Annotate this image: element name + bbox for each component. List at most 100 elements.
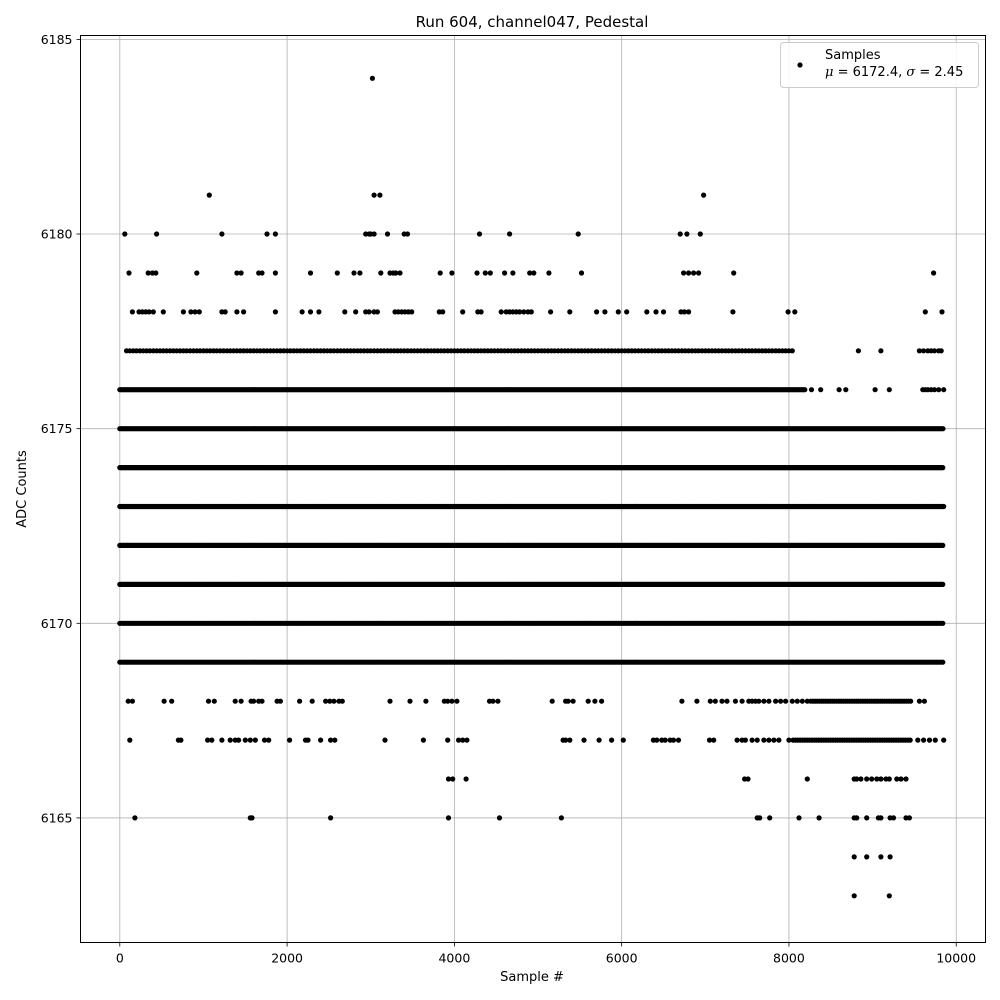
data-point	[940, 620, 946, 626]
data-point	[332, 737, 338, 743]
data-point	[851, 893, 857, 899]
data-point	[878, 776, 884, 782]
data-point	[776, 737, 782, 743]
data-point	[495, 698, 501, 704]
data-point	[211, 698, 217, 704]
data-point	[249, 815, 255, 821]
data-point	[894, 776, 900, 782]
data-point	[549, 698, 555, 704]
data-point	[127, 737, 133, 743]
data-point	[318, 737, 324, 743]
data-point	[886, 893, 892, 899]
data-point	[463, 776, 469, 782]
data-point	[799, 698, 805, 704]
data-point	[456, 737, 462, 743]
data-point	[129, 698, 135, 704]
data-point	[178, 737, 184, 743]
data-point	[266, 737, 272, 743]
data-point	[874, 776, 880, 782]
data-point	[445, 737, 451, 743]
data-point	[907, 737, 913, 743]
data-point	[869, 776, 875, 782]
data-point	[558, 815, 565, 821]
data-point	[783, 698, 789, 704]
data-point	[490, 698, 496, 704]
data-point	[675, 737, 682, 743]
data-point	[460, 737, 466, 743]
data-point	[887, 854, 893, 860]
data-point	[761, 737, 767, 743]
data-point	[757, 815, 763, 821]
data-point	[941, 737, 947, 743]
data-point	[898, 776, 904, 782]
data-point	[620, 737, 626, 743]
data-point	[236, 737, 242, 743]
data-point	[754, 737, 760, 743]
data-point	[786, 737, 792, 743]
data-point	[778, 698, 784, 704]
data-point	[771, 737, 777, 743]
data-point	[297, 698, 303, 704]
data-point	[908, 698, 914, 704]
data-point	[854, 815, 860, 821]
data-point	[670, 737, 677, 743]
data-point	[749, 737, 755, 743]
data-point	[205, 737, 211, 743]
data-point	[756, 698, 762, 704]
data-point	[864, 815, 870, 821]
data-point	[864, 854, 870, 860]
data-point	[227, 737, 233, 743]
data-point	[724, 698, 730, 704]
data-point	[761, 698, 767, 704]
data-point	[445, 815, 452, 821]
data-point	[407, 698, 413, 704]
data-point	[932, 737, 938, 743]
data-point	[804, 776, 810, 782]
data-point	[567, 737, 573, 743]
data-point	[169, 698, 175, 704]
data-point	[382, 737, 388, 743]
data-point	[464, 737, 470, 743]
data-point	[565, 698, 571, 704]
data-point	[238, 698, 244, 704]
data-point	[305, 737, 311, 743]
data-point	[890, 815, 897, 821]
data-point	[734, 737, 740, 743]
data-point	[563, 737, 569, 743]
data-point	[711, 737, 717, 743]
data-point	[570, 698, 576, 704]
data-point	[745, 776, 751, 782]
data-point	[940, 542, 946, 549]
data-point	[941, 503, 947, 510]
data-point	[926, 737, 933, 743]
data-point	[247, 737, 253, 743]
data-point	[886, 776, 892, 782]
data-point	[679, 698, 685, 704]
data-point	[596, 737, 602, 743]
data-point	[585, 698, 591, 704]
data-point	[592, 698, 598, 704]
data-point	[796, 815, 802, 821]
data-point	[445, 776, 452, 782]
data-point	[854, 776, 860, 782]
data-point	[742, 737, 749, 743]
data-point	[287, 737, 293, 743]
data-point	[609, 737, 615, 743]
data-point	[449, 698, 455, 704]
data-point	[581, 737, 587, 743]
data-point	[423, 698, 429, 704]
data-point	[794, 698, 800, 704]
data-point	[445, 698, 451, 704]
data-point	[259, 698, 265, 704]
data-point	[773, 698, 779, 704]
data-point	[654, 737, 660, 743]
data-point	[205, 698, 212, 704]
data-point	[864, 776, 870, 782]
data-point	[739, 698, 745, 704]
data-point	[766, 737, 772, 743]
data-point	[219, 737, 225, 743]
data-point	[940, 659, 946, 665]
data-point	[816, 815, 822, 821]
data-point	[454, 698, 460, 704]
